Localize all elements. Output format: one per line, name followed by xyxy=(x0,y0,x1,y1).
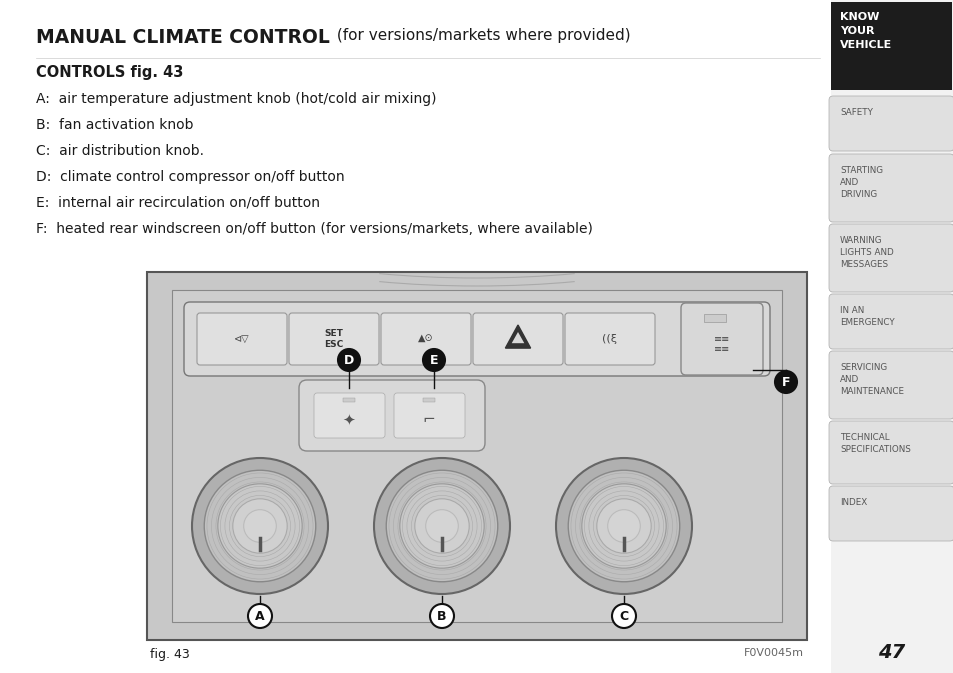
Text: F0V0045m: F0V0045m xyxy=(743,648,803,658)
Text: ✦: ✦ xyxy=(342,413,355,427)
Text: 47: 47 xyxy=(878,643,904,662)
Circle shape xyxy=(337,349,359,371)
Circle shape xyxy=(581,484,665,568)
Text: IN AN
EMERGENCY: IN AN EMERGENCY xyxy=(840,306,894,327)
Circle shape xyxy=(243,509,276,542)
Text: A: A xyxy=(254,610,265,623)
FancyBboxPatch shape xyxy=(828,421,953,484)
FancyBboxPatch shape xyxy=(196,313,287,365)
FancyBboxPatch shape xyxy=(828,486,953,541)
Text: KNOW
YOUR
VEHICLE: KNOW YOUR VEHICLE xyxy=(840,12,891,50)
Text: INDEX: INDEX xyxy=(840,498,866,507)
Text: ▲⊙: ▲⊙ xyxy=(417,334,434,344)
Bar xyxy=(343,398,355,402)
Circle shape xyxy=(248,604,272,628)
FancyBboxPatch shape xyxy=(828,96,953,151)
FancyBboxPatch shape xyxy=(564,313,655,365)
Circle shape xyxy=(204,470,315,581)
FancyBboxPatch shape xyxy=(298,380,484,451)
Circle shape xyxy=(374,458,510,594)
Text: MANUAL CLIMATE CONTROL: MANUAL CLIMATE CONTROL xyxy=(36,28,330,47)
Bar xyxy=(172,290,781,622)
Circle shape xyxy=(774,371,796,393)
Text: D: D xyxy=(343,353,354,367)
Text: F:  heated rear windscreen on/off button (for versions/markets, where available): F: heated rear windscreen on/off button … xyxy=(36,222,592,236)
Circle shape xyxy=(192,458,328,594)
Circle shape xyxy=(422,349,444,371)
Bar xyxy=(830,2,951,90)
FancyBboxPatch shape xyxy=(394,393,464,438)
FancyBboxPatch shape xyxy=(473,313,562,365)
Bar xyxy=(147,272,806,640)
Text: A:  air temperature adjustment knob (hot/cold air mixing): A: air temperature adjustment knob (hot/… xyxy=(36,92,436,106)
Circle shape xyxy=(217,484,302,568)
FancyBboxPatch shape xyxy=(828,294,953,349)
Circle shape xyxy=(386,470,497,581)
FancyBboxPatch shape xyxy=(828,154,953,222)
Text: E:  internal air recirculation on/off button: E: internal air recirculation on/off but… xyxy=(36,196,319,210)
Text: F: F xyxy=(781,376,789,388)
Bar xyxy=(830,0,953,673)
FancyBboxPatch shape xyxy=(184,302,769,376)
FancyBboxPatch shape xyxy=(380,313,471,365)
Circle shape xyxy=(399,484,484,568)
Circle shape xyxy=(430,604,454,628)
Text: (for versions/markets where provided): (for versions/markets where provided) xyxy=(332,28,630,43)
Circle shape xyxy=(556,458,691,594)
Text: STARTING
AND
DRIVING: STARTING AND DRIVING xyxy=(840,166,882,199)
FancyBboxPatch shape xyxy=(680,303,762,375)
Text: C: C xyxy=(618,610,628,623)
Polygon shape xyxy=(505,325,530,348)
Text: WARNING
LIGHTS AND
MESSAGES: WARNING LIGHTS AND MESSAGES xyxy=(840,236,893,269)
Circle shape xyxy=(568,470,679,581)
Text: B:  fan activation knob: B: fan activation knob xyxy=(36,118,193,132)
Circle shape xyxy=(612,604,636,628)
Bar xyxy=(422,398,435,402)
Text: ⌐: ⌐ xyxy=(422,413,435,427)
FancyBboxPatch shape xyxy=(828,351,953,419)
Text: SERVICING
AND
MAINTENANCE: SERVICING AND MAINTENANCE xyxy=(840,363,903,396)
Text: ((ξ: ((ξ xyxy=(602,334,617,344)
Text: D:  climate control compressor on/off button: D: climate control compressor on/off but… xyxy=(36,170,344,184)
FancyBboxPatch shape xyxy=(828,224,953,292)
Bar xyxy=(703,314,725,322)
Text: TECHNICAL
SPECIFICATIONS: TECHNICAL SPECIFICATIONS xyxy=(840,433,910,454)
Text: ⊲▽: ⊲▽ xyxy=(233,334,250,344)
Circle shape xyxy=(597,499,651,553)
Circle shape xyxy=(607,509,639,542)
FancyBboxPatch shape xyxy=(314,393,385,438)
Text: B: B xyxy=(436,610,446,623)
Text: E: E xyxy=(429,353,437,367)
Text: fig. 43: fig. 43 xyxy=(150,648,190,661)
Text: C:  air distribution knob.: C: air distribution knob. xyxy=(36,144,204,158)
Text: SET
ESC: SET ESC xyxy=(324,329,343,349)
Text: ≡≡
≡≡: ≡≡ ≡≡ xyxy=(713,334,729,354)
Polygon shape xyxy=(511,332,524,343)
Circle shape xyxy=(415,499,469,553)
Circle shape xyxy=(425,509,457,542)
Circle shape xyxy=(233,499,287,553)
Text: CONTROLS fig. 43: CONTROLS fig. 43 xyxy=(36,65,183,80)
FancyBboxPatch shape xyxy=(289,313,378,365)
Text: SAFETY: SAFETY xyxy=(840,108,872,117)
